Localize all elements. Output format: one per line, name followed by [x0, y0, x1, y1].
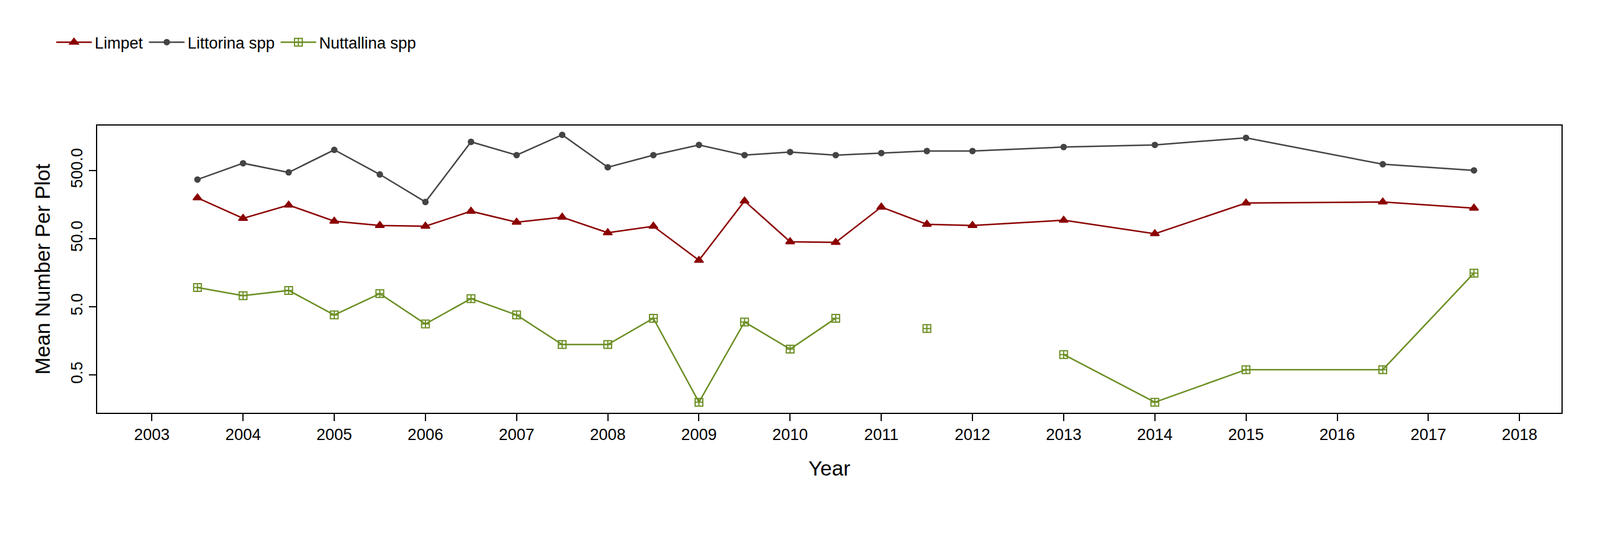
svg-text:2005: 2005 — [316, 426, 352, 444]
svg-text:5.0: 5.0 — [68, 293, 86, 316]
svg-text:2004: 2004 — [225, 426, 261, 444]
svg-text:2003: 2003 — [133, 426, 170, 444]
svg-text:2017: 2017 — [1410, 426, 1446, 444]
svg-text:Year: Year — [808, 456, 851, 480]
svg-text:500.0: 500.0 — [68, 148, 86, 189]
svg-text:2008: 2008 — [590, 426, 626, 444]
svg-text:2010: 2010 — [772, 426, 808, 444]
svg-text:2013: 2013 — [1045, 426, 1082, 444]
svg-text:2011: 2011 — [864, 426, 899, 444]
svg-text:2007: 2007 — [498, 426, 535, 444]
svg-text:0.5: 0.5 — [68, 361, 86, 384]
svg-text:Littorina spp: Littorina spp — [187, 34, 275, 53]
svg-text:2014: 2014 — [1137, 426, 1173, 444]
svg-text:2012: 2012 — [954, 426, 991, 444]
svg-text:Nuttallina spp: Nuttallina spp — [319, 34, 417, 53]
svg-text:2016: 2016 — [1319, 426, 1355, 444]
svg-text:Mean Number Per Plot: Mean Number Per Plot — [30, 163, 54, 375]
svg-text:2018: 2018 — [1501, 426, 1538, 444]
svg-text:Limpet: Limpet — [94, 34, 144, 53]
svg-text:2015: 2015 — [1228, 426, 1264, 444]
svg-text:2006: 2006 — [407, 426, 444, 444]
svg-text:50.0: 50.0 — [68, 221, 86, 253]
svg-text:2009: 2009 — [680, 426, 717, 444]
